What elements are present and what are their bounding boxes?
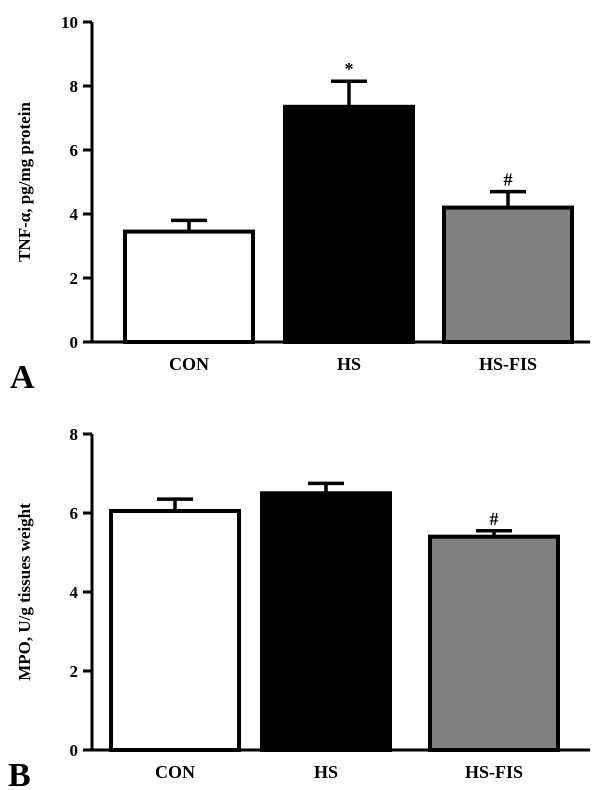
- x-category-label: CON: [155, 762, 195, 782]
- bar-hs: [283, 104, 415, 344]
- significance-mark: #: [504, 170, 513, 190]
- y-axis-title: TNF-α, pg/mg protein: [15, 102, 34, 262]
- x-category-label: HS-FIS: [465, 762, 523, 782]
- significance-mark: #: [490, 509, 499, 529]
- x-category-label: HS-FIS: [479, 354, 537, 374]
- y-tick-label: 8: [70, 77, 79, 96]
- y-tick-label: 2: [70, 269, 79, 288]
- x-category-label: CON: [169, 354, 209, 374]
- chart-panel-b: 0 2 4 6 8 CON HS # HS-FIS MPO, U/g tissues weight…: [8, 425, 590, 790]
- y-tick-label: 2: [70, 662, 79, 681]
- y-axis-title: MPO, U/g tissues weight: [15, 503, 34, 681]
- bar-hs-fis: [442, 205, 574, 344]
- chart-panel-a: 0 2 4 6 8 10 CON * HS # HS-FIS TNF-α, pg/mg protein…: [10, 13, 590, 396]
- panel-label: B: [8, 757, 31, 790]
- bar-con: [123, 229, 255, 345]
- panel-label: A: [10, 359, 35, 396]
- y-tick-label: 8: [70, 425, 79, 444]
- bar-hs-fis: [428, 534, 560, 753]
- y-tick-label: 0: [70, 741, 79, 760]
- x-category-label: HS: [337, 354, 361, 374]
- y-tick-label: 10: [61, 13, 78, 32]
- x-category-label: HS: [314, 762, 338, 782]
- bar-con: [109, 509, 241, 752]
- y-tick-label: 4: [70, 583, 79, 602]
- y-tick-label: 0: [70, 333, 79, 352]
- y-tick-label: 6: [70, 141, 79, 160]
- bar-hs: [260, 491, 392, 752]
- y-tick-label: 4: [70, 205, 79, 224]
- y-tick-label: 6: [70, 504, 79, 523]
- significance-mark: *: [345, 59, 354, 79]
